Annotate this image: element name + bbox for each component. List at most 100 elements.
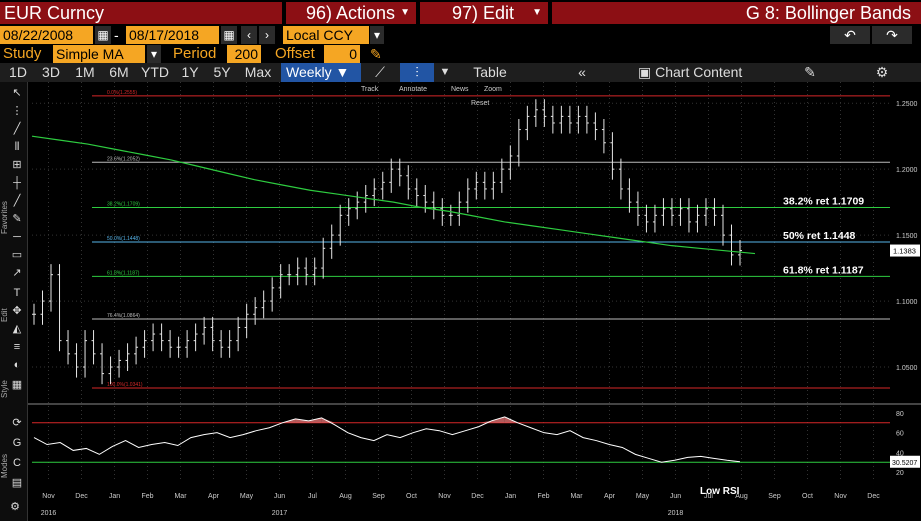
actions-label: 96) Actions	[306, 3, 396, 23]
month-tick-label: Mar	[570, 493, 583, 500]
price-tick-label: 1.1000	[896, 299, 918, 306]
news-tool[interactable]: News	[451, 86, 469, 93]
rsi-panel: Low RSI	[32, 416, 890, 497]
tools-icon[interactable]: ⊞	[12, 159, 22, 171]
chart-name[interactable]: G 8: Bollinger Bands	[552, 2, 921, 24]
period-1m[interactable]: 1M	[75, 64, 95, 80]
month-tick-label: Oct	[406, 493, 417, 500]
bar-chart-icon[interactable]: ⫶	[400, 63, 434, 82]
period-1y[interactable]: 1Y	[181, 64, 199, 80]
month-tick-label: Jun	[274, 493, 285, 500]
track-tool[interactable]: Track	[361, 86, 379, 93]
start-date-field[interactable]: 08/22/2008	[0, 26, 93, 44]
chart-content-button[interactable]: ▣ Chart Content	[638, 63, 758, 82]
next-arrow-icon[interactable]: ›	[259, 26, 275, 44]
price-chart[interactable]: 0.0%(1.2555) 23.6%(1.2052) 38.2%(1.1709) 50…	[28, 82, 921, 521]
table-button[interactable]: Table	[473, 64, 507, 80]
study-select[interactable]: Simple MA	[53, 45, 145, 63]
modes-label: Modes	[0, 453, 9, 478]
channel-icon[interactable]: ⫴	[14, 141, 20, 153]
crosshair-icon[interactable]: ┼	[13, 177, 21, 189]
calendar-icon[interactable]: ▦	[221, 26, 237, 44]
color-icon[interactable]: ◐	[13, 359, 21, 371]
pointer-icon[interactable]: ↖	[12, 87, 22, 99]
edit-menu[interactable]: 97) Edit ▼	[420, 2, 548, 24]
fibonacci-icon[interactable]: ⋮	[11, 105, 23, 117]
last-price-label: 1.1383	[893, 247, 916, 256]
undo-icon[interactable]: ↶	[830, 26, 870, 44]
line-style-icon[interactable]: ≡	[13, 341, 21, 353]
ray-icon[interactable]: ╱	[13, 195, 21, 207]
month-tick-label: Feb	[141, 493, 153, 500]
month-tick-label: Nov	[42, 493, 55, 500]
period-3d[interactable]: 3D	[42, 64, 60, 80]
frequency-select[interactable]: Weekly ▼	[281, 63, 361, 82]
frequency-label: Weekly	[286, 64, 332, 80]
fill-icon[interactable]: ▦	[11, 379, 23, 391]
edit-chart-icon[interactable]: ✎	[804, 64, 816, 80]
period-5y[interactable]: 5Y	[213, 64, 231, 80]
period-max[interactable]: Max	[244, 64, 272, 80]
mode-c-icon[interactable]: C	[13, 457, 21, 469]
rsi-tick-label: 60	[896, 431, 904, 438]
period-ytd[interactable]: YTD	[141, 64, 169, 80]
actions-menu[interactable]: 96) Actions ▼	[286, 2, 416, 24]
security-title[interactable]: EUR Curncy	[0, 2, 282, 24]
favorites-label: Favorites	[0, 201, 9, 234]
horizontal-line-icon[interactable]: ─	[13, 231, 21, 243]
fib-level-label: 61.8%(1.1187)	[107, 270, 140, 276]
currency-select[interactable]: Local CCY	[283, 26, 369, 44]
last-price-tag	[890, 244, 920, 257]
arrow-icon[interactable]: ↗	[12, 267, 22, 279]
line-chart-icon[interactable]: ⟋	[375, 64, 385, 80]
month-tick-label: Apr	[208, 493, 220, 500]
edit-label: 97) Edit	[452, 3, 515, 23]
fib-level-label: 0.0%(1.2555)	[107, 90, 137, 96]
last-rsi-label: 30.5207	[892, 460, 917, 467]
annotate-tool[interactable]: Annotate	[399, 86, 427, 93]
sma-200-line	[31, 135, 756, 255]
chart-axes: Nov Dec Jan Feb Mar Apr May Jun Jul Aug Sep Oct Nov D…	[41, 101, 920, 517]
month-tick-label: Sep	[768, 493, 781, 500]
period-1d[interactable]: 1D	[9, 64, 27, 80]
gear-icon[interactable]: ⚙	[10, 501, 20, 513]
price-tick-label: 1.0500	[896, 365, 918, 372]
chart-tool-row: Track Annotate News Zoom Reset	[361, 86, 502, 107]
edit-sidebar-label: Edit	[0, 308, 9, 322]
end-date-field[interactable]: 08/17/2018	[126, 26, 219, 44]
retracement-annotation: 50% ret 1.1448	[783, 230, 856, 242]
period-input[interactable]: 200	[227, 45, 261, 63]
mode-icon[interactable]: ⟳	[12, 417, 22, 429]
text-icon[interactable]: T	[13, 287, 21, 299]
rsi-tick-label: 80	[896, 411, 904, 418]
pencil-icon[interactable]: ✎	[370, 46, 382, 62]
caret-down-icon[interactable]: ▼	[439, 66, 451, 78]
year-tick-label: 2017	[272, 510, 288, 517]
calendar-icon[interactable]: ▦	[95, 26, 111, 44]
chevron-down-icon[interactable]: ▾	[147, 45, 161, 63]
period-6m[interactable]: 6M	[109, 64, 129, 80]
price-panel-bg	[28, 82, 921, 404]
pen-icon[interactable]: ✎	[12, 213, 22, 225]
gear-icon[interactable]: ⚙	[875, 64, 889, 80]
redo-icon[interactable]: ↷	[872, 26, 912, 44]
mode-table-icon[interactable]: ▤	[11, 477, 23, 489]
collapse-left-icon[interactable]: «	[578, 64, 586, 80]
chart-content-label: Chart Content	[655, 64, 743, 80]
month-tick-label: Jun	[670, 493, 681, 500]
month-tick-label: Oct	[802, 493, 813, 500]
month-tick-label: Dec	[75, 493, 88, 500]
trendline-icon[interactable]: ╱	[13, 123, 21, 135]
zoom-tool[interactable]: Zoom	[484, 86, 502, 93]
rectangle-icon[interactable]: ▭	[11, 249, 23, 261]
reset-button[interactable]: Reset	[471, 100, 489, 107]
chevron-down-icon[interactable]: ▾	[370, 26, 384, 44]
price-bars	[32, 99, 742, 385]
prev-arrow-icon[interactable]: ‹	[241, 26, 257, 44]
date-separator: -	[114, 27, 119, 43]
fib-level-label: 50.0%(1.1448)	[107, 236, 140, 242]
move-icon[interactable]: ✥	[12, 305, 22, 317]
offset-input[interactable]: 0	[324, 45, 360, 63]
eraser-icon[interactable]: ◭	[12, 323, 22, 335]
mode-g-icon[interactable]: G	[12, 437, 22, 449]
